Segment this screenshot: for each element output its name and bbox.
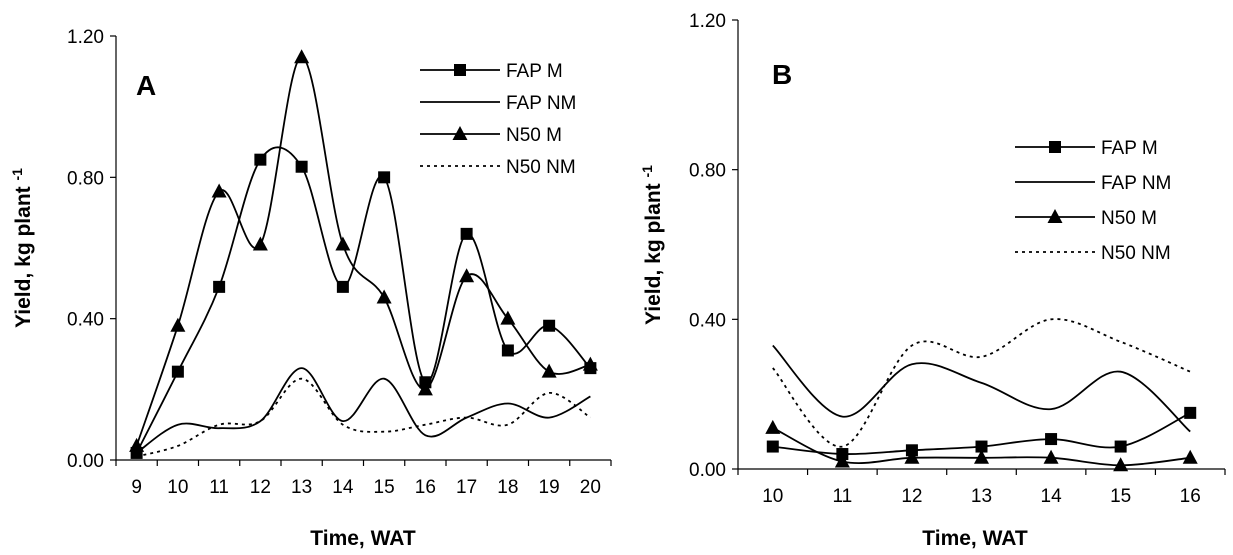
chart-a-panel-label: A xyxy=(136,70,156,101)
chart-b-x-tick-label: 15 xyxy=(1110,486,1131,507)
chart-b-x-tick-label: 12 xyxy=(901,486,922,507)
chart-b-x-axis-title: Time, WAT xyxy=(922,527,1028,550)
chart-b-y-tick-label: 0.80 xyxy=(689,161,726,182)
chart-b-svg: 0.00 0.40 0.80 1.20 10 11 12 13 14 15 16 Time, WAT Y… xyxy=(639,11,1226,550)
chart-a-series-3-point xyxy=(582,356,598,371)
chart-a-series-3-point xyxy=(170,317,186,332)
chart-a-y-axis-title: Yield, kg plant -1 xyxy=(9,168,35,328)
chart-a-y-axis-title-superscript: -1 xyxy=(9,168,25,181)
chart-a-x-tick-label: 11 xyxy=(209,477,229,498)
chart-a-series-3-point xyxy=(459,268,475,283)
chart-b-series-3-point xyxy=(834,453,850,468)
chart-b-x-tick-label: 11 xyxy=(832,486,852,507)
chart-a-series-3-points xyxy=(129,49,598,452)
chart-b-series-2-line xyxy=(772,344,1191,433)
chart-a-series-2-line xyxy=(136,367,591,454)
chart-b-y-axis-title: Yield, kg plant -1 xyxy=(639,165,665,325)
chart-b-legend-label-4: N50 NM xyxy=(1101,243,1171,264)
chart-a-y-tick-label: 0.00 xyxy=(67,451,104,472)
chart-b-series-3-point xyxy=(974,449,989,464)
chart-a-y-tick-label: 1.20 xyxy=(67,27,104,48)
chart-a-y-axis-title-main: Yield, kg plant xyxy=(12,181,35,328)
chart-a-legend-marker-1 xyxy=(454,64,466,76)
chart-a-legend-label-4: N50 NM xyxy=(506,157,576,178)
chart-b-x-tick-label: 14 xyxy=(1041,486,1063,507)
chart-b-series-1-point xyxy=(1045,433,1058,446)
chart-b-y-tick-label: 0.40 xyxy=(689,310,726,331)
chart-a-series-1-point xyxy=(501,344,514,357)
chart-b-series-1-point xyxy=(1184,406,1197,419)
chart-b-series-3-point xyxy=(904,449,920,464)
chart-a-legend-label-3: N50 M xyxy=(506,125,562,146)
chart-a-series-3-point xyxy=(376,289,392,304)
chart-a-series-3-point xyxy=(541,363,557,378)
chart-a-series-3-point xyxy=(129,437,145,452)
chart-panel-b: 0.00 0.40 0.80 1.20 10 11 12 13 14 15 16 Time, WAT Y… xyxy=(620,0,1233,555)
chart-b-series-1-point xyxy=(1114,440,1127,453)
chart-b-legend: FAP M FAP NM N50 M N50 NM xyxy=(1015,138,1171,264)
chart-a-x-tick-label: 14 xyxy=(332,477,354,498)
chart-b-y-axis-title-main: Yield, kg plant xyxy=(642,178,665,325)
chart-b-legend-label-1: FAP M xyxy=(1101,138,1158,159)
chart-a-series-3-line xyxy=(135,56,591,447)
chart-a-x-tick-label: 13 xyxy=(291,477,312,498)
chart-a-series-1-points xyxy=(130,153,597,459)
chart-a-x-axis-title: Time, WAT xyxy=(310,527,416,550)
chart-a-series-1-point xyxy=(543,319,556,332)
chart-b-x-tick-label: 16 xyxy=(1180,486,1201,507)
chart-a-series-3-point xyxy=(294,49,310,64)
chart-a-legend: FAP M FAP NM N50 M N50 NM xyxy=(420,61,576,178)
chart-b-y-axis-title-superscript: -1 xyxy=(639,165,655,178)
chart-b-series-3-point xyxy=(1043,449,1059,464)
chart-a-series-3-point xyxy=(335,236,351,251)
chart-a-series-1-point xyxy=(336,280,349,293)
chart-b-series-1-point xyxy=(975,440,988,453)
chart-a-x-tick-label: 10 xyxy=(167,477,188,498)
chart-a-x-tick-label: 18 xyxy=(497,477,518,498)
chart-a-series-1-point xyxy=(213,280,226,293)
chart-b-series-3-point xyxy=(1182,449,1198,464)
chart-b-y-tick-label: 1.20 xyxy=(689,11,726,32)
chart-b-panel-label: B xyxy=(772,59,792,90)
chart-a-x-tick-label: 20 xyxy=(580,477,601,498)
chart-a-x-tick-label: 17 xyxy=(456,477,477,498)
chart-b-legend-marker-3 xyxy=(1047,209,1063,223)
chart-a-x-tick-label: 12 xyxy=(250,477,271,498)
chart-a-x-tick-label: 15 xyxy=(374,477,395,498)
chart-b-series-3-point xyxy=(1113,457,1129,472)
chart-b-series-3-points xyxy=(765,419,1198,472)
chart-a-series-1-point xyxy=(254,153,267,166)
chart-a-legend-label-1: FAP M xyxy=(506,61,563,82)
chart-b-x-tick-label: 10 xyxy=(762,486,783,507)
chart-a-series-3-point xyxy=(417,381,433,396)
chart-a-legend-label-2: FAP NM xyxy=(506,93,576,114)
chart-a-y-tick-label: 0.40 xyxy=(67,310,104,331)
chart-b-series-1-points xyxy=(766,406,1197,461)
chart-a-x-tick-label: 9 xyxy=(131,477,142,498)
chart-a-series-3-point xyxy=(500,310,516,325)
chart-b-legend-label-2: FAP NM xyxy=(1101,173,1171,194)
chart-a-series-1-point xyxy=(171,365,184,378)
chart-a-series-1-point xyxy=(460,227,473,240)
chart-a-series-1-point xyxy=(378,171,391,184)
chart-b-series-1-point xyxy=(766,440,779,453)
chart-b-legend-marker-1 xyxy=(1049,141,1061,153)
chart-a-series-3-point xyxy=(252,236,268,251)
chart-a-series-4-line xyxy=(136,377,591,458)
chart-b-y-tick-label: 0.00 xyxy=(689,460,726,481)
chart-b-series-3-point xyxy=(765,419,781,434)
chart-b-x-tick-label: 13 xyxy=(971,486,992,507)
chart-b-legend-label-3: N50 M xyxy=(1101,208,1157,229)
chart-a-legend-marker-3 xyxy=(452,126,468,140)
chart-a-svg: 0.00 0.40 0.80 1.20 9 10 11 12 13 14 15 16 17 18 19 20 T… xyxy=(9,27,612,550)
chart-panel-a: 0.00 0.40 0.80 1.20 9 10 11 12 13 14 15 16 17 18 19 20 T… xyxy=(9,27,612,550)
chart-a-y-tick-label: 0.80 xyxy=(67,168,104,189)
chart-b-series-4-line xyxy=(772,318,1191,448)
chart-a-x-tick-label: 19 xyxy=(539,477,560,498)
chart-a-series-3-point xyxy=(211,183,227,198)
chart-a-series-1-point xyxy=(295,160,308,173)
chart-a-x-tick-label: 16 xyxy=(415,477,436,498)
